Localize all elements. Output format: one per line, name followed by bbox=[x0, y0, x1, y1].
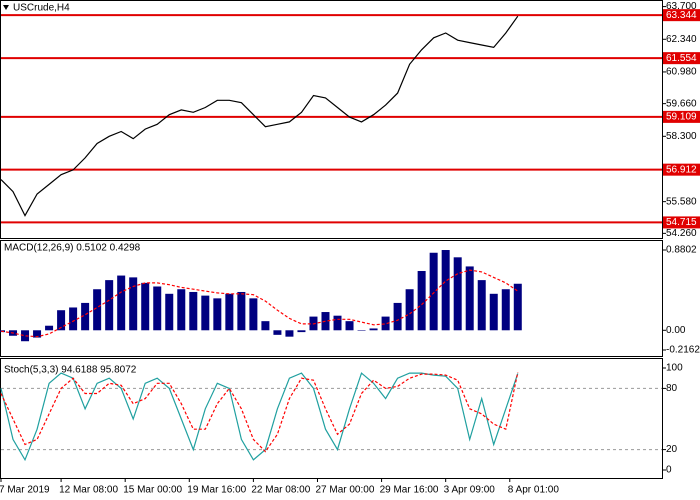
macd-frame bbox=[0, 240, 663, 357]
macd-title: MACD(12,26,9) 0.5102 0.4298 bbox=[4, 243, 141, 254]
menu-icon bbox=[3, 5, 9, 10]
macd-bar bbox=[21, 330, 30, 342]
macd-bar bbox=[237, 291, 246, 331]
level-label-box bbox=[663, 163, 700, 176]
macd-bar bbox=[441, 250, 450, 331]
x-tick-label: 8 Apr 01:00 bbox=[508, 485, 560, 496]
y-tick-label: 100 bbox=[666, 363, 683, 374]
x-tick-label: 27 Mar 00:00 bbox=[315, 485, 374, 496]
macd-bar bbox=[285, 330, 294, 337]
x-tick-label: 19 Mar 16:00 bbox=[187, 485, 246, 496]
macd-bar bbox=[333, 315, 342, 331]
macd-bar bbox=[513, 283, 522, 331]
y-tick-label: -0.2162 bbox=[666, 345, 700, 356]
macd-bar bbox=[225, 293, 234, 331]
level-label: 63.344 bbox=[666, 10, 697, 21]
macd-bar bbox=[381, 316, 390, 331]
y-tick-label: 20 bbox=[666, 444, 678, 455]
stoch-frame bbox=[0, 358, 663, 479]
y-tick-label: 55.580 bbox=[666, 196, 697, 207]
level-label-box bbox=[663, 9, 700, 22]
y-tick-label: 59.660 bbox=[666, 98, 697, 109]
level-label: 59.109 bbox=[666, 112, 697, 123]
x-tick-label: 12 Mar 08:00 bbox=[59, 485, 118, 496]
macd-bar bbox=[477, 280, 486, 331]
x-tick-label: 15 Mar 00:00 bbox=[123, 485, 182, 496]
y-tick-label: 0 bbox=[666, 465, 672, 476]
stoch-main bbox=[0, 372, 519, 462]
macd-bar bbox=[69, 307, 78, 331]
macd-bar bbox=[501, 289, 510, 331]
macd-bar bbox=[93, 289, 102, 331]
macd-bar bbox=[57, 310, 66, 331]
y-tick-label: 54.260 bbox=[666, 228, 697, 239]
macd-bar bbox=[117, 275, 126, 331]
level-label: 61.554 bbox=[666, 53, 697, 64]
level-label-box bbox=[663, 52, 700, 65]
macd-bar bbox=[201, 295, 210, 331]
macd-bar bbox=[369, 328, 378, 331]
x-tick-label: 7 Mar 2019 bbox=[0, 485, 50, 496]
level-label: 54.715 bbox=[666, 217, 697, 228]
macd-bar bbox=[141, 282, 150, 331]
x-tick-label: 29 Mar 16:00 bbox=[380, 485, 439, 496]
macd-bar bbox=[393, 302, 402, 331]
macd-bar bbox=[261, 321, 270, 331]
y-tick-label: 58.300 bbox=[666, 131, 697, 142]
y-tick-label: 0.00 bbox=[666, 325, 686, 336]
macd-signal bbox=[0, 269, 519, 338]
macd-bar bbox=[129, 277, 138, 331]
chart-title: USCrude,H4 bbox=[13, 3, 70, 14]
macd-bar bbox=[417, 270, 426, 331]
macd-bar bbox=[489, 293, 498, 331]
y-tick-label: 62.340 bbox=[666, 34, 697, 45]
level-label-box bbox=[663, 110, 700, 123]
macd-bar bbox=[453, 257, 462, 331]
x-tick-label: 22 Mar 08:00 bbox=[251, 485, 310, 496]
macd-bar bbox=[81, 302, 90, 331]
macd-bar bbox=[105, 280, 114, 331]
macd-bar bbox=[177, 289, 186, 331]
stoch-title: Stoch(5,3,3) 94.6188 95.8072 bbox=[4, 365, 137, 376]
macd-bar bbox=[45, 325, 54, 331]
macd-bar bbox=[33, 330, 42, 338]
y-tick-label: 80 bbox=[666, 383, 678, 394]
x-tick-label: 3 Apr 09:00 bbox=[444, 485, 496, 496]
macd-bar bbox=[153, 286, 162, 331]
level-label: 56.912 bbox=[666, 164, 697, 175]
level-label-box bbox=[663, 216, 700, 229]
macd-bar bbox=[213, 298, 222, 331]
macd-bar bbox=[273, 330, 282, 335]
y-tick-label: 63.700 bbox=[666, 1, 697, 12]
macd-bar bbox=[189, 291, 198, 331]
macd-bar bbox=[405, 289, 414, 331]
main-frame bbox=[0, 0, 663, 239]
macd-bar bbox=[297, 330, 306, 333]
macd-bar bbox=[429, 252, 438, 331]
macd-bar bbox=[345, 321, 354, 331]
stoch-signal bbox=[0, 372, 519, 453]
y-tick-label: 60.980 bbox=[666, 67, 697, 78]
macd-bar bbox=[357, 330, 366, 331]
price-line bbox=[0, 15, 519, 217]
macd-bar bbox=[465, 266, 474, 331]
macd-bar bbox=[165, 293, 174, 331]
macd-bar bbox=[249, 298, 258, 331]
y-tick-label: 0.8802 bbox=[666, 245, 697, 256]
macd-bar bbox=[321, 312, 330, 331]
